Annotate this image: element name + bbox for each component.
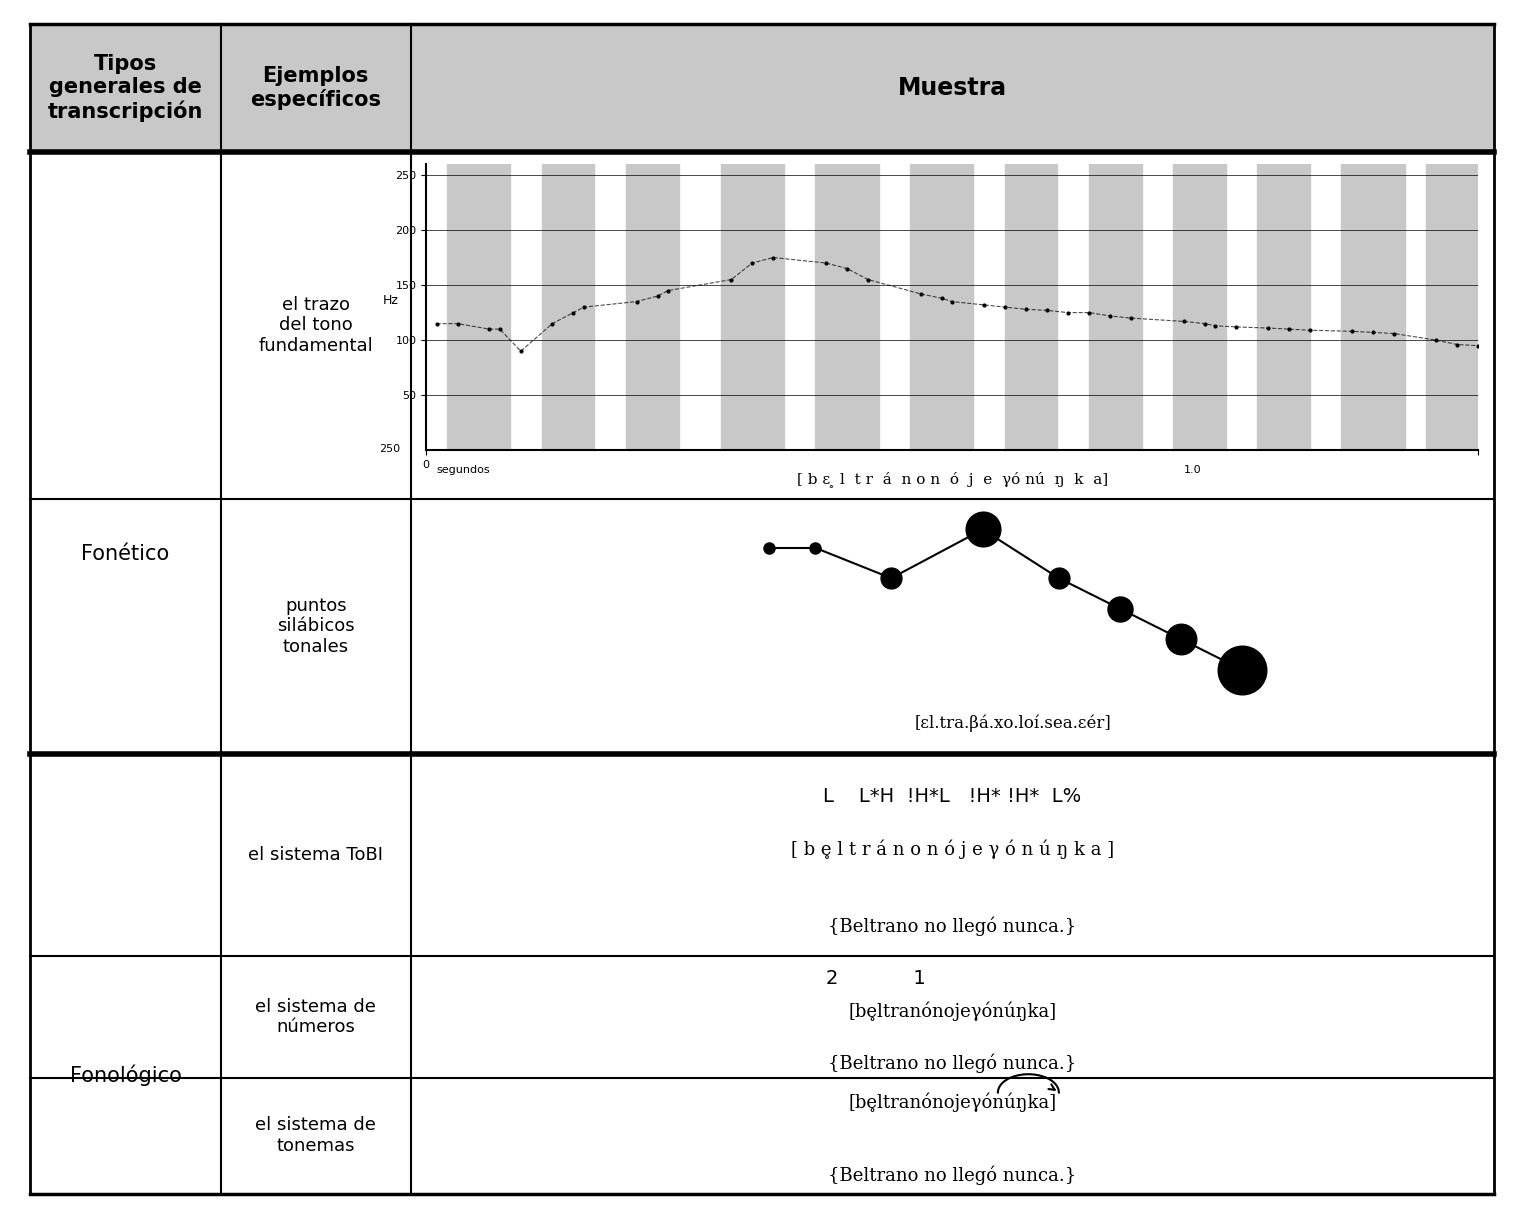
Bar [1425, 164, 1478, 451]
Text: el sistema ToBI: el sistema ToBI [248, 847, 383, 864]
Text: 1.0: 1.0 [1184, 465, 1201, 475]
Text: Muestra: Muestra [898, 76, 1007, 100]
Bar [1004, 164, 1058, 451]
Text: 250: 250 [378, 445, 399, 454]
Text: 2            1: 2 1 [826, 968, 927, 988]
Text: Ejemplos
específicos: Ejemplos específicos [250, 66, 381, 111]
Y-axis label: Hz: Hz [383, 294, 399, 307]
Text: Fonológico: Fonológico [70, 1065, 181, 1085]
Bar [910, 164, 974, 451]
Bar [1257, 164, 1311, 451]
Bar [447, 164, 511, 451]
Text: segundos: segundos [437, 465, 491, 475]
Bar [543, 164, 594, 451]
Bar [1173, 164, 1225, 451]
Text: [ b e̥ l t r á n o n ó j e γ ó n ú ŋ k a ]: [ b e̥ l t r á n o n ó j e γ ó n ú ŋ k a… [791, 839, 1114, 859]
Text: Tipos
generales de
transcripción: Tipos generales de transcripción [47, 54, 203, 122]
Text: [be̥ltranónojeγónúŋka]: [be̥ltranónojeγónúŋka] [849, 1093, 1056, 1112]
Bar [721, 164, 783, 451]
Text: [ɛl.tra.βá.xo.loí.sea.ɛér]: [ɛl.tra.βá.xo.loí.sea.ɛér] [914, 715, 1111, 732]
Text: el sistema de
números: el sistema de números [256, 998, 376, 1037]
Text: {Beltrano no llegó nunca.}: {Beltrano no llegó nunca.} [828, 1054, 1076, 1073]
Bar [1341, 164, 1405, 451]
Bar [815, 164, 878, 451]
Text: [ b ɛ ̥ l  t r  á  n o n  ó  j  e  γó nú  ŋ  k  a]: [ b ɛ ̥ l t r á n o n ó j e γó nú ŋ k a] [797, 471, 1108, 487]
Text: puntos
silábicos
tonales: puntos silábicos tonales [277, 597, 355, 657]
Text: {Beltrano no llegó nunca.}: {Beltrano no llegó nunca.} [828, 1166, 1076, 1185]
Text: {Beltrano no llegó nunca.}: {Beltrano no llegó nunca.} [828, 916, 1076, 935]
Text: [be̥ltranónojeγónúŋka]: [be̥ltranónojeγónúŋka] [849, 1001, 1056, 1021]
Bar [1090, 164, 1141, 451]
Bar [626, 164, 678, 451]
FancyBboxPatch shape [30, 24, 1494, 152]
Text: el sistema de
tonemas: el sistema de tonemas [256, 1117, 376, 1155]
Text: Fonético: Fonético [81, 544, 169, 564]
Text: el trazo
del tono
fundamental: el trazo del tono fundamental [259, 296, 373, 356]
Text: L    L*H  !H*L   !H* !H*  L%: L L*H !H*L !H* !H* L% [823, 787, 1082, 806]
